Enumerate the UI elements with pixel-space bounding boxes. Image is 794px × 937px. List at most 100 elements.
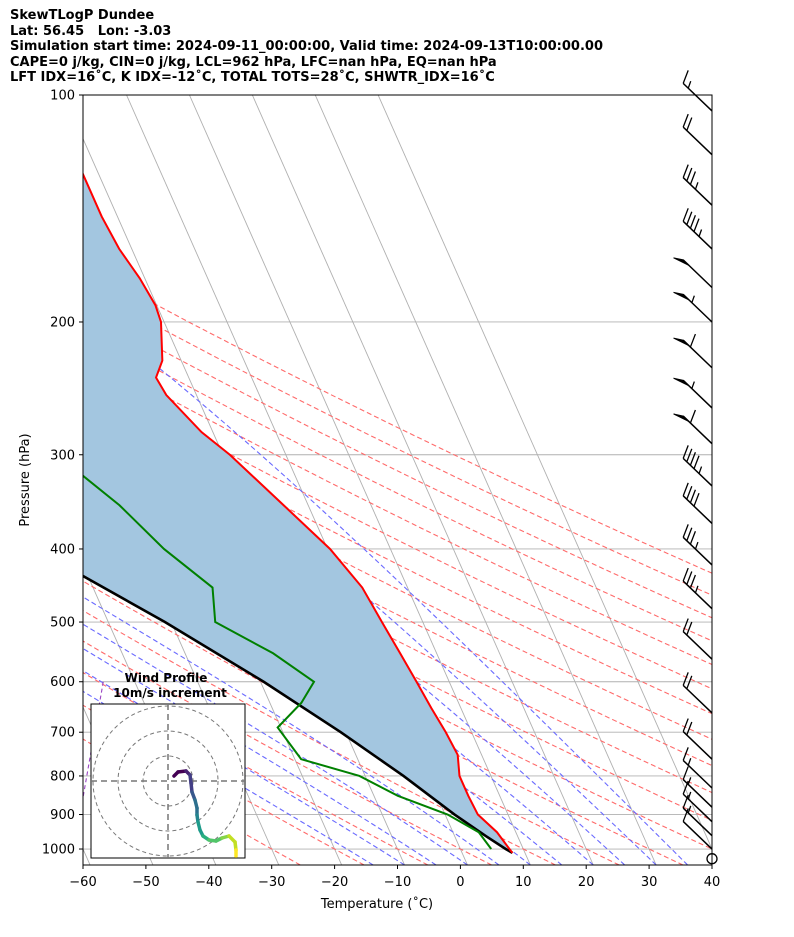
x-tick-label: −40 [195,875,222,890]
moist-adiabat-line [83,647,437,865]
x-tick-label: −20 [321,875,348,890]
wind-barb-staff [682,457,713,487]
y-tick-label: 1000 [42,843,75,858]
wind-barb-flag [682,524,689,538]
wind-barb-half-flag [687,758,692,766]
chart-header: SkewTLogP Dundee Lat: 56.45 Lon: -3.03 S… [10,8,603,86]
dry-adiabat-line [83,285,712,596]
wind-barb-flag [689,489,697,503]
profile-lines [83,171,514,855]
dry-adiabat-line [83,471,712,794]
wind-barb-half-flag [698,229,703,237]
wind-barb-half-flag [687,805,692,814]
wind-barb-half-flag [694,541,699,550]
wind-barb-pennant [673,413,690,423]
wind-barb-flag [682,445,689,459]
wind-barb-flag [682,113,689,128]
wind-barb-flag [682,208,689,222]
wind-barb-flag [686,527,693,542]
wind-barb-flag [686,721,693,736]
wind-barb-half-flag [687,80,692,89]
wind-barb-staff [682,731,713,760]
chart-title: SkewTLogP Dundee [10,8,155,23]
location-text: Lat: 56.45 Lon: -3.03 [10,23,172,39]
y-tick-label: 900 [50,808,75,823]
x-tick-label: −30 [258,875,285,890]
wind-barb-flag [693,455,700,469]
y-tick-label: 800 [50,769,75,784]
wind-barb-flag [689,214,697,229]
cape-text: CAPE=0 j/kg, CIN=0 j/kg, LCL=962 hPa, LF… [10,54,497,70]
calm-wind-marker [706,853,718,865]
wind-barb-staff [682,82,713,112]
y-tick-label: 500 [50,616,75,631]
wind-barb-flag [689,409,697,424]
wind-barb-flag [682,70,689,84]
wind-barb-flag [686,675,693,690]
dry-adiabat-line [83,671,429,865]
wind-barb-flag [686,571,693,585]
dewpoint-line [83,474,493,850]
x-tick-label: −60 [69,875,96,890]
y-tick-label: 700 [50,726,75,741]
wind-barb-flag [689,171,697,185]
wind-barb-half-flag [687,791,692,800]
wind-barb-pennant [673,291,690,301]
wind-barb-staff [682,177,713,206]
wind-barb-staff [682,220,713,250]
wind-barb-flag [682,718,689,732]
dry-adiabat-line [83,445,712,767]
moist-adiabat-line [83,307,689,865]
isotherm-line [377,95,712,851]
wind-barb-half-flag [694,182,699,190]
wind-barb-staff [682,684,713,714]
y-tick-label: 200 [50,315,75,330]
wind-barb-staff [682,536,713,566]
x-tick-label: 10 [515,875,532,890]
cape-shading [83,174,513,853]
wind-barb-flag [686,211,693,225]
time-text: Simulation start time: 2024-09-11_00:00:… [10,39,603,54]
cin-area [83,174,513,853]
x-tick-label: 20 [578,875,595,890]
x-tick-label: 40 [704,875,721,890]
wind-barb-half-flag [691,381,695,389]
y-tick-label: 600 [50,675,75,690]
moist-adiabat-line [83,376,657,865]
wind-barb-flag [682,482,689,497]
x-tick-label: −10 [384,875,411,890]
moist-adiabat-line [83,596,500,865]
dry-adiabat-line [83,580,620,865]
wind-barb-flag [686,621,693,636]
wind-barb-flag [686,448,693,463]
y-tick-label: 400 [50,542,75,557]
wind-barb-half-flag [687,777,692,785]
moist-adiabat-line [83,623,468,865]
wind-barb-pennant [673,257,690,266]
y-tick-label: 100 [50,89,75,104]
hodograph-ring [117,730,219,832]
wind-barb-pennant [673,337,690,347]
y-tick-label: 300 [50,448,75,463]
wind-barb-staff [682,580,713,610]
x-axis-label: Temperature (˚C) [320,896,433,912]
wind-barb-flag [682,618,689,632]
wind-barb-staff [682,126,713,156]
wind-barb-flag [689,452,697,466]
y-axis-label: Pressure (hPa) [18,433,33,526]
parcel-line [83,574,514,855]
isotherm-line [251,95,594,865]
wind-barb-flag [682,808,689,822]
isotherm-line [83,847,91,865]
wind-barb-pennant [673,377,690,387]
wind-barb-staff [682,820,713,850]
dry-adiabat-line [83,551,684,865]
mixing-ratio-line [15,682,47,865]
wind-barb-flag [689,531,697,545]
wind-barb-flag [693,218,700,232]
temperature-line [83,171,514,854]
wind-barb-staff [682,495,713,524]
isotherm-line [189,95,531,865]
wind-barb-flag [682,567,689,582]
